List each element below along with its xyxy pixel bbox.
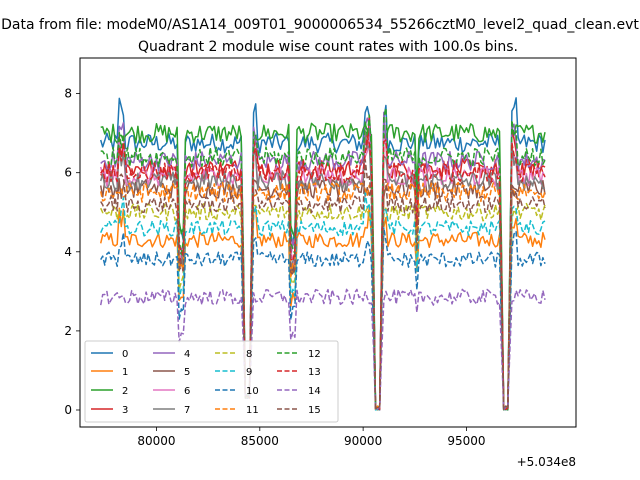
legend-label-4: 4 <box>184 349 190 360</box>
y-tick-label: 2 <box>64 324 72 338</box>
legend-label-3: 3 <box>122 405 128 416</box>
series-line-7 <box>99 130 546 411</box>
series-line-9 <box>100 191 546 411</box>
series-line-12 <box>100 107 546 411</box>
series-line-13 <box>100 135 546 411</box>
chart-suptitle: Data from file: modeM0/AS1A14_009T01_900… <box>1 17 639 33</box>
legend-label-11: 11 <box>246 405 259 416</box>
legend-label-0: 0 <box>122 349 128 360</box>
series-line-15 <box>100 158 546 411</box>
y-tick-label: 4 <box>64 245 72 259</box>
legend-label-7: 7 <box>184 405 190 416</box>
legend-label-9: 9 <box>246 367 252 378</box>
y-tick-label: 0 <box>64 403 72 417</box>
series-line-8 <box>100 202 546 410</box>
x-tick-label: 95000 <box>447 434 485 448</box>
series-line-10 <box>100 227 546 411</box>
y-tick-label: 6 <box>64 166 72 180</box>
y-tick-label: 8 <box>64 87 72 101</box>
series-layer <box>99 97 546 411</box>
chart-title: Quadrant 2 module wise count rates with … <box>138 39 518 55</box>
legend-label-13: 13 <box>308 367 321 378</box>
legend-label-5: 5 <box>184 367 190 378</box>
legend-label-12: 12 <box>308 349 321 360</box>
x-axis: 80000 85000 90000 95000 <box>137 427 486 448</box>
series-line-4 <box>100 111 546 411</box>
legend-label-1: 1 <box>122 367 128 378</box>
series-line-11 <box>99 181 546 411</box>
plot-frame <box>79 57 577 428</box>
legend-label-2: 2 <box>122 386 128 397</box>
series-line-1 <box>99 205 546 411</box>
x-tick-label: 85000 <box>241 434 279 448</box>
legend-label-6: 6 <box>184 386 190 397</box>
x-offset-label: +5.034e8 <box>517 455 576 469</box>
x-tick-label: 90000 <box>344 434 382 448</box>
x-tick-label: 80000 <box>137 434 175 448</box>
series-line-0 <box>99 97 546 410</box>
series-line-14 <box>99 288 546 411</box>
legend-box <box>84 340 339 423</box>
legend-label-14: 14 <box>308 386 321 397</box>
y-axis: 0 2 4 6 8 <box>64 87 80 417</box>
series-line-2 <box>100 122 546 411</box>
legend-label-10: 10 <box>246 386 259 397</box>
legend-label-15: 15 <box>308 405 321 416</box>
legend-label-8: 8 <box>246 349 252 360</box>
